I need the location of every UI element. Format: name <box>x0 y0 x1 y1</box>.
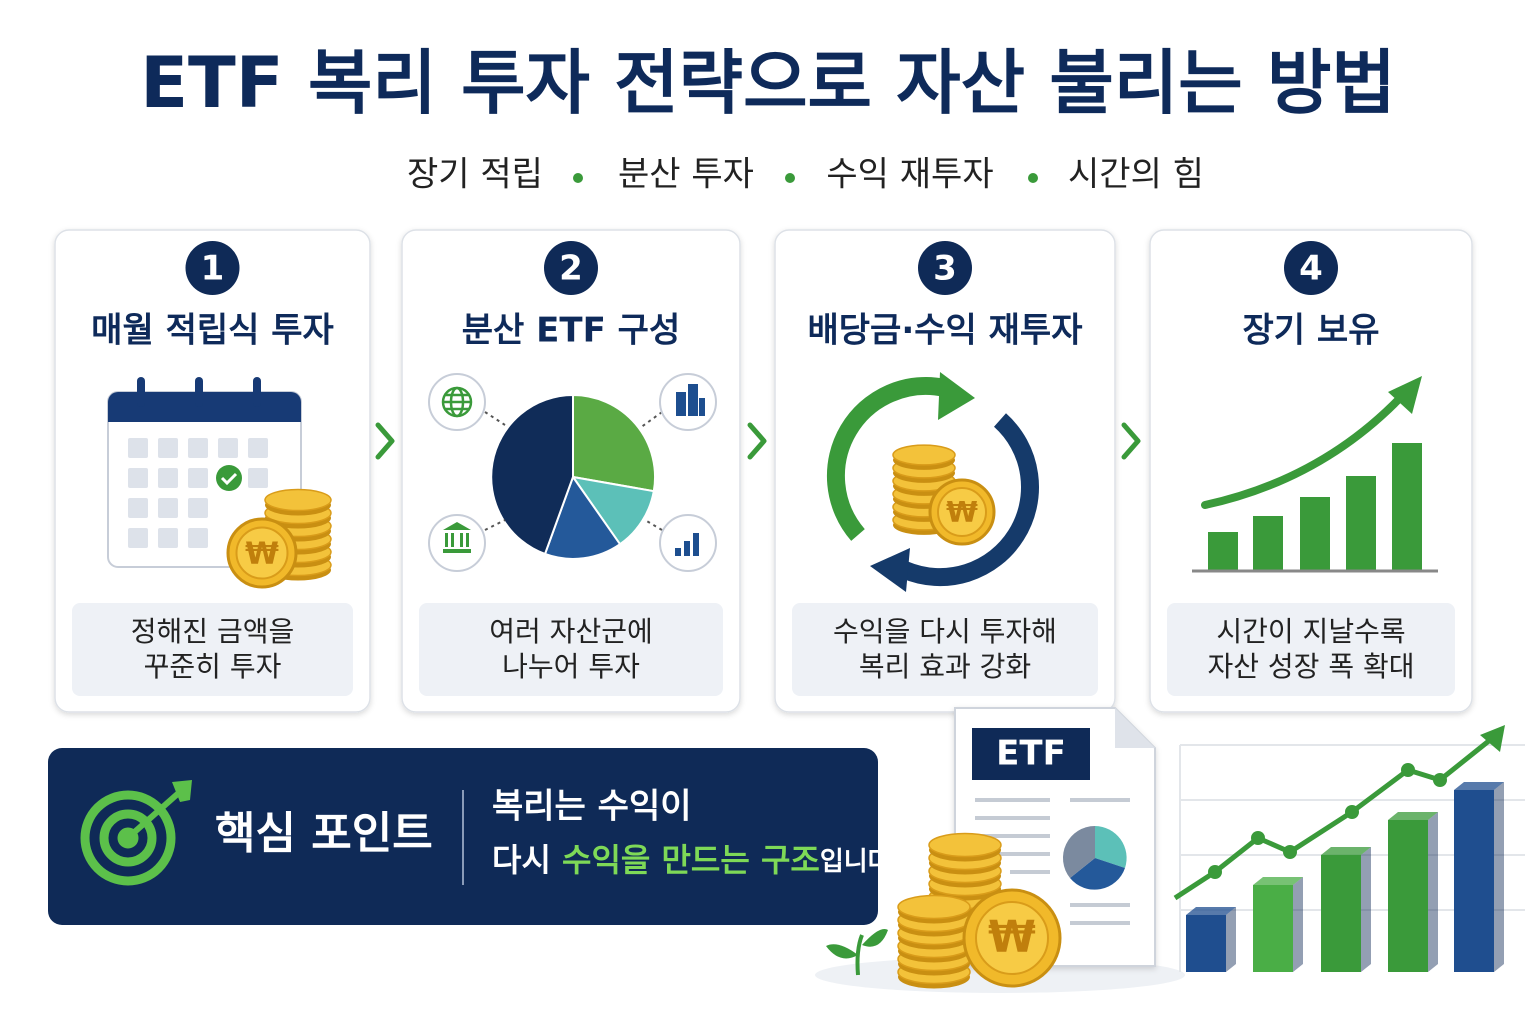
coin-symbol: ₩ <box>946 495 978 529</box>
step-number-badge <box>185 241 240 295</box>
coin-inner <box>975 901 1049 975</box>
step-description: 수익을 다시 투자해 <box>833 615 1057 648</box>
step-description: 자산 성장 폭 확대 <box>1207 650 1414 683</box>
key-point-message: 다시 수익을 만드는 구조입니다. <box>492 841 901 879</box>
step-description-box <box>792 603 1098 696</box>
step-description-box <box>72 603 353 696</box>
calendar-cell <box>188 438 208 458</box>
chevron <box>1121 422 1141 460</box>
bar-top <box>1186 907 1236 915</box>
coins-icon: ₩ <box>897 832 1062 989</box>
bar-face <box>1454 790 1494 972</box>
coin-top <box>892 444 956 466</box>
calendar-cell <box>218 438 238 458</box>
calendar-cell <box>248 468 268 488</box>
bar-face <box>1253 885 1293 972</box>
key-point-label: 핵심 포인트 <box>215 808 433 859</box>
keyword: 분산 투자 <box>618 155 754 195</box>
step-description: 정해진 금액을 <box>131 615 294 648</box>
bar-side <box>1361 847 1371 972</box>
calendar-cell <box>158 438 178 458</box>
cycle-icon <box>826 372 1039 592</box>
bar-side <box>1428 812 1438 972</box>
bar-side <box>1226 907 1236 972</box>
bar-face <box>1186 915 1226 972</box>
keyword: 장기 적립 <box>407 155 543 195</box>
coin-top <box>928 832 1002 858</box>
step-description: 시간이 지날수록 <box>1216 615 1405 648</box>
calendar-cell <box>128 468 148 488</box>
bar-top <box>1321 847 1371 855</box>
chevron <box>747 422 767 460</box>
bars-3d <box>1186 782 1504 972</box>
chevron <box>375 422 395 460</box>
message-part: 다시 <box>492 841 562 879</box>
step-number: 2 <box>559 249 583 289</box>
step-description: 복리 효과 강화 <box>859 650 1031 683</box>
calendar-cell <box>248 438 268 458</box>
keyword: 시간의 힘 <box>1068 155 1204 195</box>
coin-symbol: ₩ <box>988 913 1036 963</box>
step-number: 4 <box>1299 249 1323 289</box>
key-point-message: 복리는 수익이 <box>492 787 692 827</box>
bar-top <box>1454 782 1504 790</box>
page-title: ETF 복리 투자 전략으로 자산 불리는 방법 <box>140 42 1396 124</box>
separator-dot <box>785 173 795 183</box>
pie-icon <box>428 373 717 572</box>
bar-top <box>1253 877 1303 885</box>
step-title: 배당금·수익 재투자 <box>808 311 1083 351</box>
step-description: 여러 자산군에 <box>489 615 652 648</box>
step-description-box <box>1167 603 1455 696</box>
calendar-cell <box>158 468 178 488</box>
step-card <box>1149 229 1473 713</box>
coin-inner <box>235 526 289 580</box>
step-title: 장기 보유 <box>1243 311 1380 351</box>
document-label-box <box>972 728 1090 780</box>
message-highlight: 수익을 만드는 구조 <box>562 841 820 879</box>
step-number: 1 <box>201 249 225 289</box>
bar-side <box>1494 782 1504 972</box>
bar-side <box>1293 877 1303 972</box>
calendar-cell <box>158 498 178 518</box>
coin-symbol: ₩ <box>245 537 279 572</box>
chart-illustration <box>1173 725 1525 972</box>
coin-top <box>264 488 332 512</box>
coin-top <box>897 894 971 920</box>
step-number-badge <box>918 241 972 295</box>
message-part: 입니다. <box>820 847 902 877</box>
step-title: 분산 ETF 구성 <box>462 311 680 351</box>
calendar-cell <box>188 528 208 548</box>
calendar-cell <box>128 438 148 458</box>
document-label: ETF <box>996 734 1066 774</box>
calendar-cell <box>188 468 208 488</box>
coins-icon: ₩ <box>226 488 332 589</box>
calendar-cell <box>128 528 148 548</box>
step-title: 매월 적립식 투자 <box>91 311 334 351</box>
separator-dot <box>573 173 583 183</box>
keyword: 수익 재투자 <box>826 155 993 195</box>
coins-icon: ₩ <box>892 444 996 546</box>
step-number-badge <box>544 241 598 295</box>
sprout <box>826 929 888 976</box>
step-number-badge <box>1284 241 1338 295</box>
step-description: 나누어 투자 <box>502 650 640 683</box>
calendar-cell <box>158 528 178 548</box>
step-description: 꾸준히 투자 <box>144 650 282 683</box>
document-pie <box>1062 826 1127 890</box>
target-icon <box>80 780 192 886</box>
bar-face <box>1388 820 1428 972</box>
bar-top <box>1388 812 1438 820</box>
coin-inner <box>937 487 987 537</box>
separator-dot <box>1028 173 1038 183</box>
step-description-box <box>419 603 723 696</box>
step-number: 3 <box>933 249 957 289</box>
bar-face <box>1321 855 1361 972</box>
growth-icon <box>1192 376 1438 573</box>
calendar-cell <box>128 498 148 518</box>
calendar-cell <box>188 498 208 518</box>
